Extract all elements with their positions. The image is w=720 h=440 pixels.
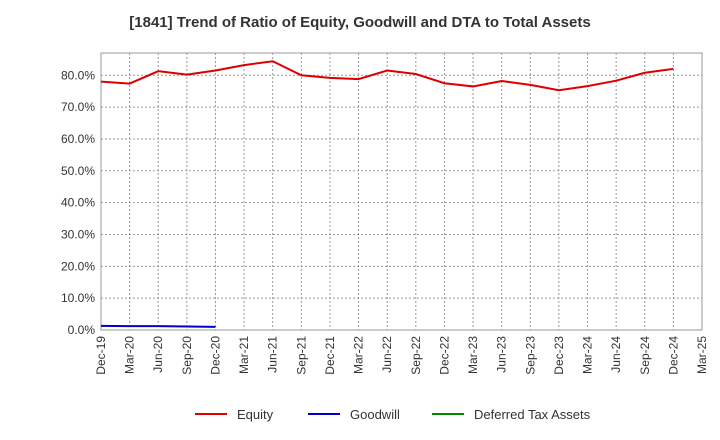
x-tick-label: Jun-24: [609, 336, 623, 373]
y-tick-label: 0.0%: [68, 323, 96, 337]
y-tick-label: 80.0%: [61, 68, 95, 82]
x-tick-label: Dec-21: [323, 336, 337, 375]
chart-title: [1841] Trend of Ratio of Equity, Goodwil…: [129, 14, 591, 31]
series-line-goodwill: [100, 324, 216, 328]
x-axis-ticks: Dec-19 Mar-20 Jun-20 Sep-20 Dec-20 Mar-21 Jun-…: [94, 336, 709, 375]
y-tick-label: 70.0%: [61, 100, 95, 114]
x-tick-label: Jun-23: [495, 336, 509, 373]
series-line-equity: [100, 60, 674, 92]
x-tick-label: Dec-24: [666, 336, 680, 375]
y-axis-ticks: 0.0% 10.0% 20.0% 30.0% 40.0% 50.0% 60.0% 70.0% 8…: [61, 68, 95, 337]
y-tick-label: 30.0%: [61, 227, 95, 241]
x-tick-label: Dec-20: [208, 336, 222, 375]
x-tick-label: Sep-21: [294, 336, 308, 375]
x-tick-label: Sep-22: [409, 336, 423, 375]
y-tick-label: 20.0%: [61, 259, 95, 273]
x-tick-label: Mar-24: [581, 336, 595, 374]
x-tick-label: Jun-22: [380, 336, 394, 373]
plot-frame: [100, 52, 703, 331]
x-tick-label: Sep-24: [638, 336, 652, 375]
x-tick-label: Dec-22: [437, 336, 451, 375]
legend: Equity Goodwill Deferred Tax Assets: [195, 407, 591, 422]
x-tick-label: Dec-23: [552, 336, 566, 375]
x-tick-label: Mar-25: [695, 336, 709, 374]
legend-label: Deferred Tax Assets: [474, 407, 591, 422]
y-tick-label: 60.0%: [61, 132, 95, 146]
series-layer: [100, 60, 674, 328]
legend-label: Equity: [237, 407, 274, 422]
x-tick-label: Jun-20: [151, 336, 165, 373]
y-tick-label: 50.0%: [61, 164, 95, 178]
x-tick-label: Mar-21: [237, 336, 251, 374]
grid-layer: [101, 53, 702, 330]
x-tick-label: Jun-21: [266, 336, 280, 373]
x-tick-label: Dec-19: [94, 336, 108, 375]
x-tick-label: Mar-23: [466, 336, 480, 374]
y-tick-label: 10.0%: [61, 291, 95, 305]
x-tick-label: Mar-20: [123, 336, 137, 374]
x-tick-label: Mar-22: [352, 336, 366, 374]
x-tick-label: Sep-20: [180, 336, 194, 375]
legend-label: Goodwill: [350, 407, 400, 422]
y-tick-label: 40.0%: [61, 196, 95, 210]
x-tick-label: Sep-23: [523, 336, 537, 375]
